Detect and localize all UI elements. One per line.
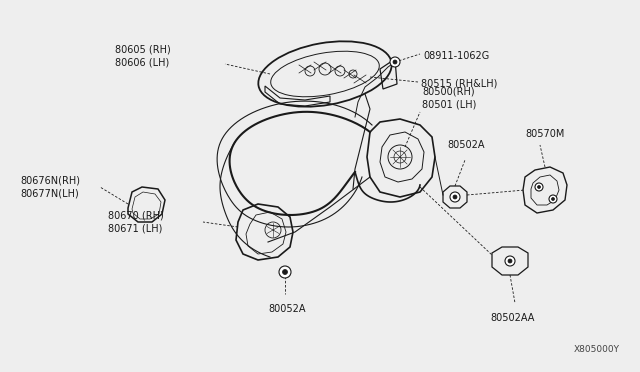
Text: 80052A: 80052A bbox=[268, 304, 305, 314]
Text: 80500(RH)
80501 (LH): 80500(RH) 80501 (LH) bbox=[422, 87, 476, 109]
Text: 80676N(RH)
80677N(LH): 80676N(RH) 80677N(LH) bbox=[20, 176, 80, 198]
Circle shape bbox=[508, 259, 512, 263]
Text: 80670 (RH)
80671 (LH): 80670 (RH) 80671 (LH) bbox=[108, 211, 164, 233]
Text: 80515 (RH&LH): 80515 (RH&LH) bbox=[421, 78, 497, 88]
Circle shape bbox=[535, 183, 543, 191]
Text: 80570M: 80570M bbox=[525, 129, 564, 139]
Text: 08911-1062G: 08911-1062G bbox=[423, 51, 489, 61]
Circle shape bbox=[505, 256, 515, 266]
Circle shape bbox=[282, 269, 287, 275]
Circle shape bbox=[450, 192, 460, 202]
Text: 80502AA: 80502AA bbox=[490, 313, 534, 323]
Circle shape bbox=[552, 198, 554, 201]
Circle shape bbox=[393, 60, 397, 64]
Circle shape bbox=[549, 195, 557, 203]
Circle shape bbox=[453, 195, 457, 199]
Circle shape bbox=[279, 266, 291, 278]
Text: 80605 (RH)
80606 (LH): 80605 (RH) 80606 (LH) bbox=[115, 45, 171, 67]
Circle shape bbox=[538, 186, 541, 189]
Text: 80502A: 80502A bbox=[447, 140, 484, 150]
Circle shape bbox=[390, 57, 400, 67]
Text: X805000Y: X805000Y bbox=[574, 345, 620, 354]
